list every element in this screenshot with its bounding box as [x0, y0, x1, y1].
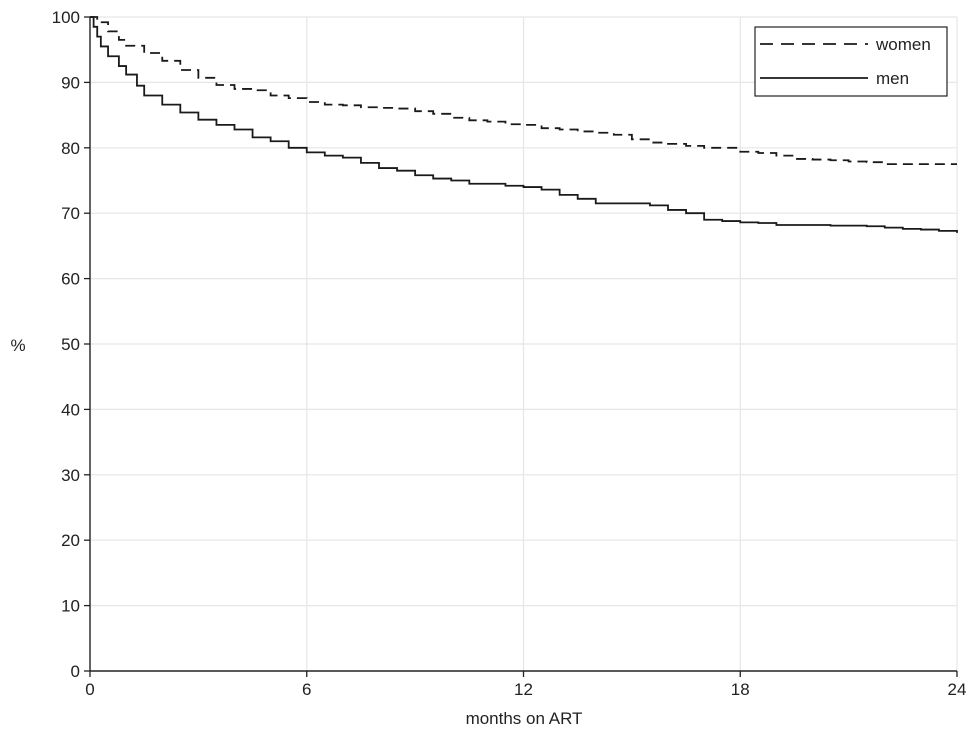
y-axis-title: %	[10, 336, 25, 355]
x-axis-title: months on ART	[466, 709, 583, 728]
y-tick-label-30: 30	[61, 466, 80, 485]
y-tick-label-40: 40	[61, 400, 80, 419]
y-tick-label-20: 20	[61, 531, 80, 550]
grid-lines	[90, 16, 958, 671]
x-tick-label-18: 18	[731, 680, 750, 699]
y-tick-label-100: 100	[52, 8, 80, 27]
x-tick-label-0: 0	[85, 680, 94, 699]
y-tick-label-90: 90	[61, 73, 80, 92]
axes	[84, 16, 958, 677]
y-tick-label-70: 70	[61, 204, 80, 223]
legend-label-women: women	[875, 35, 931, 54]
x-tick-label-12: 12	[514, 680, 533, 699]
x-tick-label-24: 24	[948, 680, 967, 699]
series-line-men	[90, 16, 958, 233]
legend-box	[754, 26, 948, 97]
legend-label-men: men	[876, 69, 909, 88]
legend: women men	[754, 26, 948, 97]
y-tick-label-0: 0	[71, 662, 80, 681]
y-tick-label-60: 60	[61, 270, 80, 289]
y-tick-label-10: 10	[61, 597, 80, 616]
y-tick-label-80: 80	[61, 139, 80, 158]
tick-labels: 0 10 20 30 40 50 60 70 80 90 100 0 6 12 18 24	[52, 8, 967, 699]
y-tick-label-50: 50	[61, 335, 80, 354]
x-tick-label-6: 6	[302, 680, 311, 699]
series-line-women	[90, 16, 957, 166]
series-lines	[90, 16, 958, 233]
